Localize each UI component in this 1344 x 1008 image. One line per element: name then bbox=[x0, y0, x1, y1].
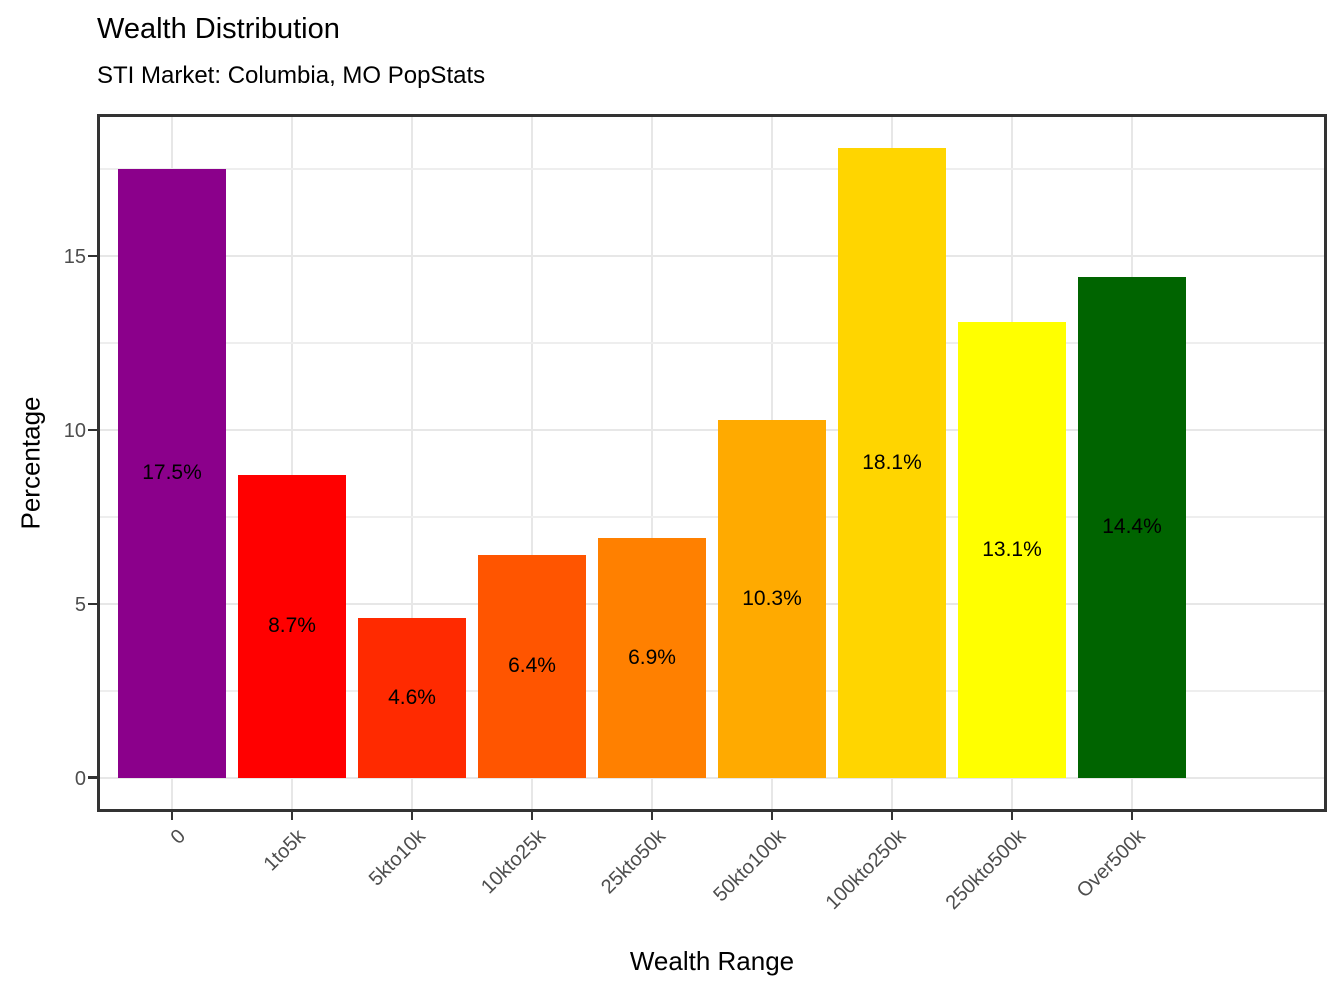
x-tick-mark bbox=[530, 812, 534, 820]
bar-100kto250k: 18.1% bbox=[838, 148, 946, 778]
bar-Over500k: 14.4% bbox=[1078, 276, 1186, 778]
gridline-minor bbox=[100, 168, 1324, 171]
x-axis-title: Wealth Range bbox=[629, 946, 795, 976]
x-tick-label-text: 5kto10k bbox=[364, 825, 430, 891]
x-tick-mark bbox=[770, 812, 774, 820]
bar-0: 17.5% bbox=[118, 169, 226, 778]
x-tick-label-text: 10kto25k bbox=[476, 825, 550, 899]
gridline-vertical bbox=[531, 117, 533, 809]
gridline-vertical bbox=[651, 117, 653, 809]
bar-value-label: 18.1% bbox=[862, 450, 922, 474]
gridline-minor bbox=[100, 689, 1324, 692]
y-tick-label: 0 bbox=[74, 767, 86, 790]
bar-value-label: 10.3% bbox=[742, 586, 802, 610]
y-tick-label: 15 bbox=[63, 246, 86, 269]
bar-value-label: 14.4% bbox=[1102, 515, 1162, 539]
x-tick-label-text: Over500k bbox=[1072, 825, 1150, 903]
y-tick-label: 5 bbox=[74, 593, 86, 616]
gridline-minor bbox=[100, 515, 1324, 518]
y-tick-mark bbox=[88, 602, 97, 606]
chart-subtitle: STI Market: Columbia, MO PopStats bbox=[97, 62, 486, 89]
y-tick-mark bbox=[88, 254, 97, 258]
bar-value-label: 6.4% bbox=[508, 654, 556, 678]
x-tick-mark bbox=[890, 812, 894, 820]
bar-value-label: 13.1% bbox=[982, 537, 1042, 561]
gridline-major bbox=[100, 428, 1324, 431]
x-tick-mark bbox=[650, 812, 654, 820]
gridline-vertical bbox=[291, 117, 293, 809]
gridline-major bbox=[100, 776, 1324, 779]
bar-25kto50k: 6.9% bbox=[598, 537, 706, 778]
gridline-major bbox=[100, 255, 1324, 258]
bar-50kto100k: 10.3% bbox=[718, 419, 826, 778]
x-tick-label-text: 0 bbox=[166, 825, 190, 849]
x-tick-mark bbox=[290, 812, 294, 820]
bar-1to5k: 8.7% bbox=[238, 475, 346, 778]
gridline-vertical bbox=[411, 117, 413, 809]
bar-value-label: 4.6% bbox=[388, 685, 436, 709]
gridline-minor bbox=[100, 342, 1324, 345]
x-tick-mark bbox=[1130, 812, 1134, 820]
bar-value-label: 6.9% bbox=[628, 645, 676, 669]
chart-title: Wealth Distribution bbox=[97, 13, 340, 45]
bar-5kto10k: 4.6% bbox=[358, 617, 466, 778]
y-tick-mark bbox=[88, 428, 97, 432]
x-tick-label-text: 250kto500k bbox=[941, 825, 1030, 914]
x-tick-label-text: 25kto50k bbox=[596, 825, 670, 899]
y-tick-mark bbox=[88, 776, 97, 779]
y-tick-label: 10 bbox=[63, 419, 86, 442]
x-tick-label-text: 50kto100k bbox=[709, 825, 790, 907]
gridline-major bbox=[100, 602, 1324, 605]
bar-value-label: 8.7% bbox=[268, 614, 316, 638]
x-tick-mark bbox=[1010, 812, 1014, 820]
bar-value-label: 17.5% bbox=[142, 461, 202, 485]
x-tick-label-text: 1to5k bbox=[259, 825, 310, 876]
bar-10kto25k: 6.4% bbox=[478, 555, 586, 778]
plot-panel: 17.5% 8.7% 4.6% 6.4% 6.9% 10.3% 18.1% 13.1% 14.4… bbox=[97, 114, 1327, 812]
x-tick-mark bbox=[170, 812, 174, 820]
y-axis-title: Percentage bbox=[15, 396, 46, 530]
bar-250kto500k: 13.1% bbox=[958, 322, 1066, 778]
x-tick-label-text: 100kto250k bbox=[821, 825, 910, 914]
x-tick-mark bbox=[410, 812, 414, 820]
